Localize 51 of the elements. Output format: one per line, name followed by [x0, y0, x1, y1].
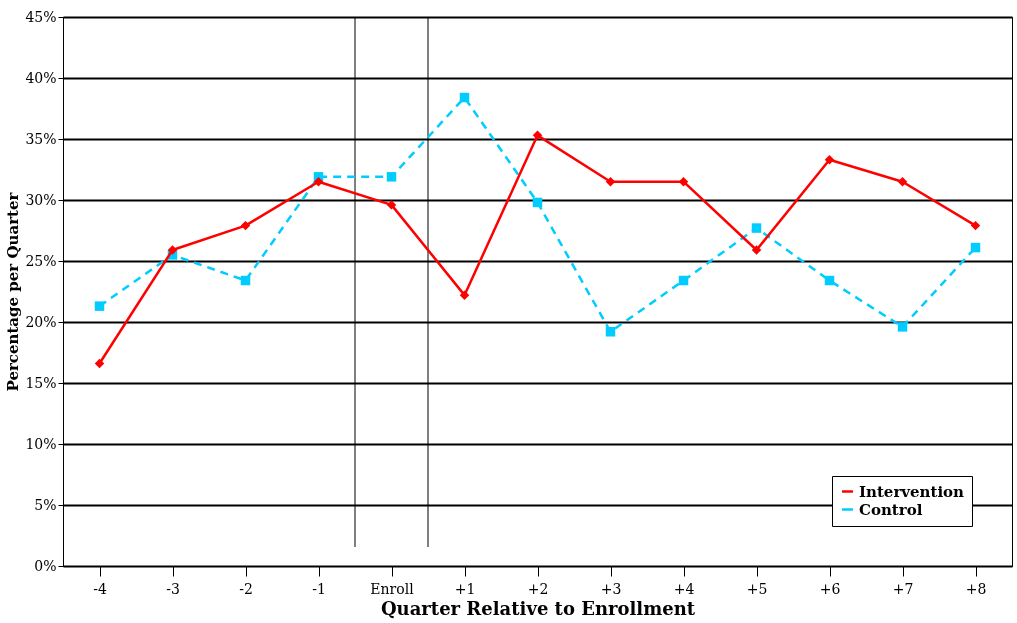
point	[532, 197, 543, 208]
y-axis-title: Percentage per Quarter	[4, 191, 23, 392]
x-tick-label: -4	[93, 580, 107, 597]
point	[751, 223, 762, 233]
point	[313, 176, 324, 187]
point	[605, 327, 616, 337]
point	[751, 245, 762, 255]
x-tick-label: +8	[965, 580, 987, 597]
point	[678, 176, 689, 187]
legend-label: Control	[859, 500, 923, 519]
x-tick-label: +7	[892, 580, 914, 597]
point	[678, 275, 689, 286]
point	[532, 130, 543, 141]
point	[897, 322, 908, 332]
point	[459, 290, 470, 300]
point	[167, 245, 178, 255]
y-tick-label: 0%	[34, 557, 57, 574]
point	[386, 172, 397, 182]
y-tick-label: 30%	[25, 191, 57, 208]
y-tick-label: 5%	[34, 496, 57, 513]
point	[970, 242, 981, 253]
y-tick-label: 40%	[25, 69, 57, 86]
point	[824, 155, 835, 165]
y-tick-label: 45%	[25, 8, 57, 25]
point	[386, 200, 397, 210]
x-tick-label: +2	[527, 580, 549, 597]
y-tick-label: 15%	[25, 374, 57, 391]
legend-label: Intervention	[859, 482, 965, 501]
x-axis-title: Quarter Relative to Enrollment	[380, 597, 696, 619]
point	[94, 358, 105, 369]
x-tick-label: +6	[819, 580, 841, 597]
point	[824, 275, 835, 286]
point	[970, 220, 981, 231]
point	[459, 92, 470, 103]
point	[240, 275, 251, 286]
point	[94, 301, 105, 311]
x-tick-label: +1	[454, 580, 476, 597]
x-tick-label: -3	[166, 580, 180, 597]
x-tick-label: -2	[239, 580, 253, 597]
x-tick-label: -1	[312, 580, 326, 597]
x-tick-label: +5	[746, 580, 768, 597]
x-tick-label: +4	[673, 580, 695, 597]
x-tick-label: +3	[600, 580, 622, 597]
y-tick-label: 20%	[25, 313, 57, 330]
x-tick-label: Enroll	[370, 580, 415, 597]
y-tick-label: 10%	[25, 435, 57, 452]
y-tick-label: 25%	[25, 252, 57, 269]
point	[240, 220, 251, 231]
point	[605, 176, 616, 187]
y-tick-label: 35%	[25, 130, 57, 147]
point	[897, 176, 908, 187]
